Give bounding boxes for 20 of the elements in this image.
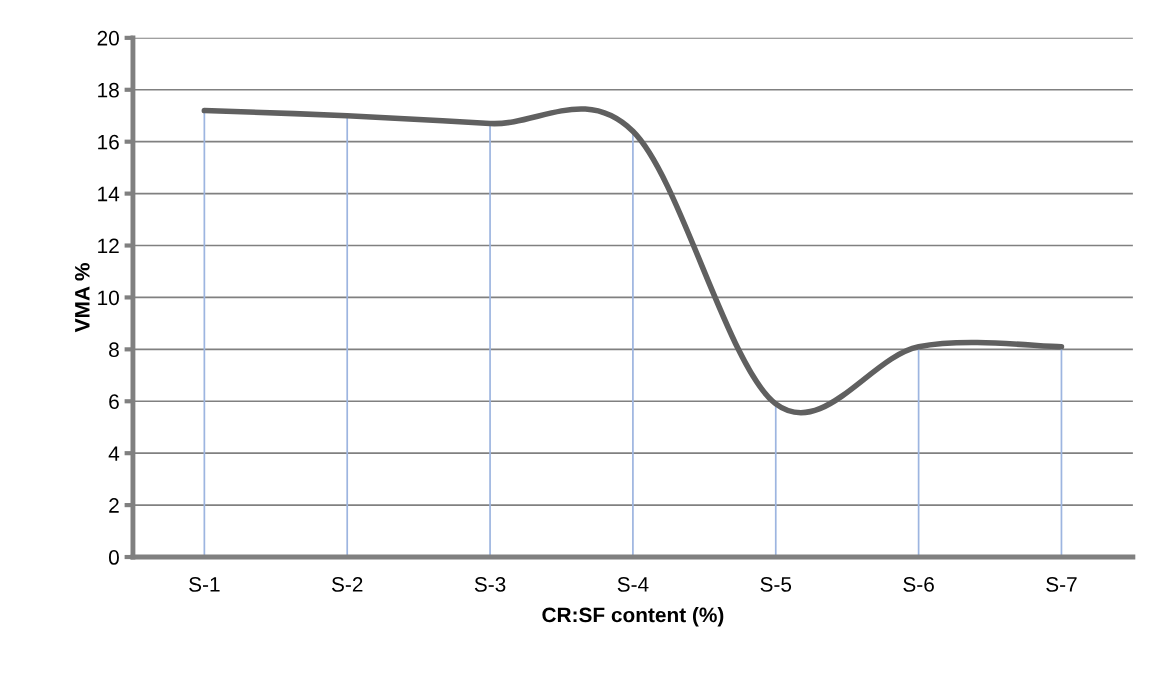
y-tick-label: 12 [98,238,119,254]
y-tick-label: 10 [98,290,119,306]
y-tick-label: 14 [98,186,120,202]
x-tick-label: S-7 [1046,577,1077,592]
y-tick-label: 0 [108,550,119,565]
x-tick-label: S-6 [903,577,934,592]
y-tick-label: 2 [109,498,119,513]
y-tick-label: 8 [109,342,119,358]
y-axis-title: VMA % [74,263,90,333]
x-tick-label: S-5 [760,577,792,592]
y-tick-label: 4 [108,446,120,461]
y-tick-label: 16 [98,134,119,150]
x-axis-title: CR:SF content (%) [542,607,724,627]
y-tick-label: 6 [109,394,119,410]
x-tick-label: S-2 [331,577,363,592]
x-tick-label: S-3 [474,577,506,592]
x-tick-label: S-4 [617,577,649,592]
y-tick-label: 18 [98,82,119,98]
y-tick-label: 20 [97,30,119,46]
x-tick-label: S-1 [189,577,220,592]
